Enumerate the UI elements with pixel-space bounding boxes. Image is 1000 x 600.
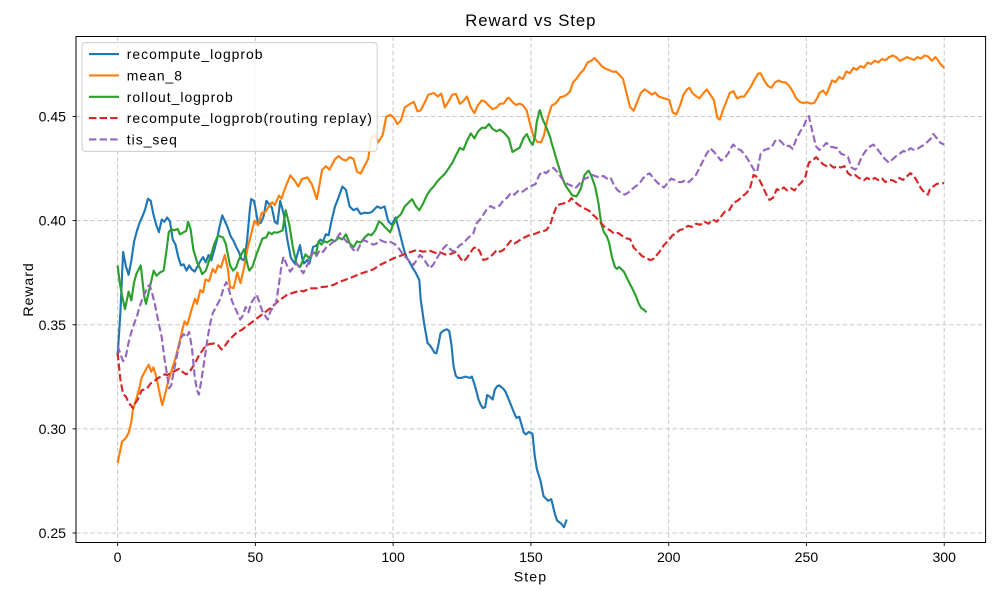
svg-text:0.40: 0.40: [39, 213, 67, 229]
svg-text:mean_8: mean_8: [127, 67, 183, 83]
svg-text:250: 250: [795, 549, 819, 565]
svg-text:300: 300: [932, 549, 956, 565]
svg-text:0.30: 0.30: [39, 421, 67, 437]
svg-text:50: 50: [248, 549, 264, 565]
svg-text:0: 0: [114, 549, 122, 565]
svg-text:200: 200: [657, 549, 681, 565]
svg-text:recompute_logprob: recompute_logprob: [127, 46, 264, 62]
svg-text:0.45: 0.45: [39, 109, 67, 125]
svg-text:0.35: 0.35: [39, 317, 67, 333]
svg-text:150: 150: [519, 549, 543, 565]
svg-text:0.25: 0.25: [39, 525, 67, 541]
svg-text:Step: Step: [514, 569, 548, 585]
svg-text:recompute_logprob(routing repl: recompute_logprob(routing replay): [127, 110, 373, 126]
svg-text:Reward: Reward: [21, 262, 37, 316]
svg-text:tis_seq: tis_seq: [127, 131, 178, 147]
svg-text:Reward vs Step: Reward vs Step: [465, 11, 596, 30]
svg-text:100: 100: [381, 549, 405, 565]
svg-text:rollout_logprob: rollout_logprob: [127, 89, 234, 105]
